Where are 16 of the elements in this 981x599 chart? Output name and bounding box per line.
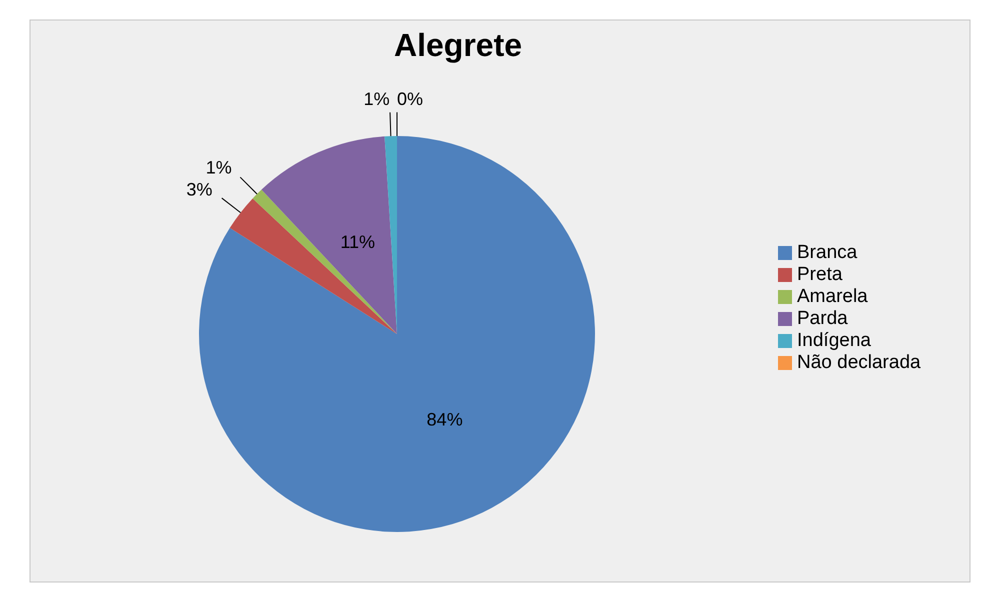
data-label: 3% — [186, 180, 212, 200]
legend-label: Parda — [797, 308, 848, 330]
pie-slice — [252, 190, 397, 334]
legend-label: Preta — [797, 264, 843, 286]
legend-label: Branca — [797, 242, 858, 264]
data-label: 1% — [206, 158, 232, 178]
pie-slice — [261, 136, 397, 334]
legend-label: Indígena — [797, 330, 872, 352]
data-label: 11% — [340, 232, 376, 252]
legend-label: Amarela — [797, 286, 868, 308]
legend-label: Não declarada — [797, 352, 922, 374]
data-label: 84% — [426, 410, 463, 430]
chart-title: Alegrete — [394, 27, 522, 63]
text: 0% — [397, 89, 424, 110]
data-label: 1% — [364, 89, 390, 110]
pie-slice — [230, 198, 397, 334]
